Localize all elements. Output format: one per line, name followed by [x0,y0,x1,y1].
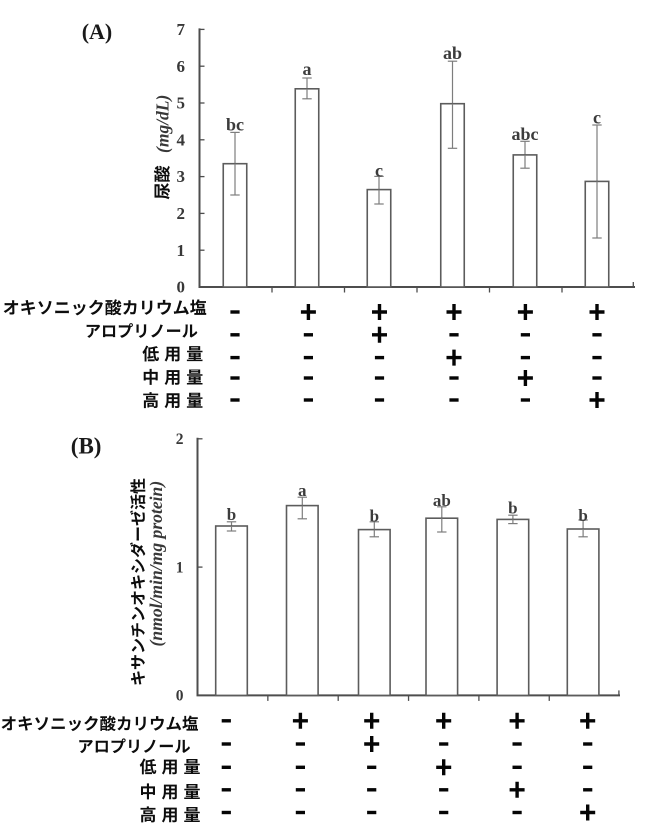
svg-text:c: c [375,161,383,181]
svg-text:bc: bc [226,115,244,135]
svg-text:5: 5 [177,94,186,113]
svg-text:(A): (A) [82,19,113,44]
svg-text:(nmol/min/mg protein): (nmol/min/mg protein) [146,481,166,647]
svg-text:(mg/dL): (mg/dL) [152,95,172,153]
svg-text:(B): (B) [71,434,102,459]
svg-text:b: b [370,507,379,526]
svg-text:a: a [298,481,307,500]
svg-text:0: 0 [177,278,186,297]
svg-text:3: 3 [177,167,186,186]
svg-text:2: 2 [177,204,186,223]
svg-text:4: 4 [177,130,186,149]
svg-text:2: 2 [176,431,184,448]
svg-text:1: 1 [176,559,184,576]
svg-text:6: 6 [177,57,186,76]
svg-text:0: 0 [176,688,184,705]
svg-text:ab: ab [443,43,462,63]
svg-text:b: b [227,505,236,524]
svg-text:a: a [303,59,312,79]
svg-text:c: c [593,108,601,128]
svg-text:b: b [578,506,587,525]
svg-text:abc: abc [512,124,539,144]
svg-text:ab: ab [433,491,451,510]
svg-text:1: 1 [177,241,186,260]
svg-text:b: b [508,499,517,518]
svg-text:7: 7 [177,20,186,39]
